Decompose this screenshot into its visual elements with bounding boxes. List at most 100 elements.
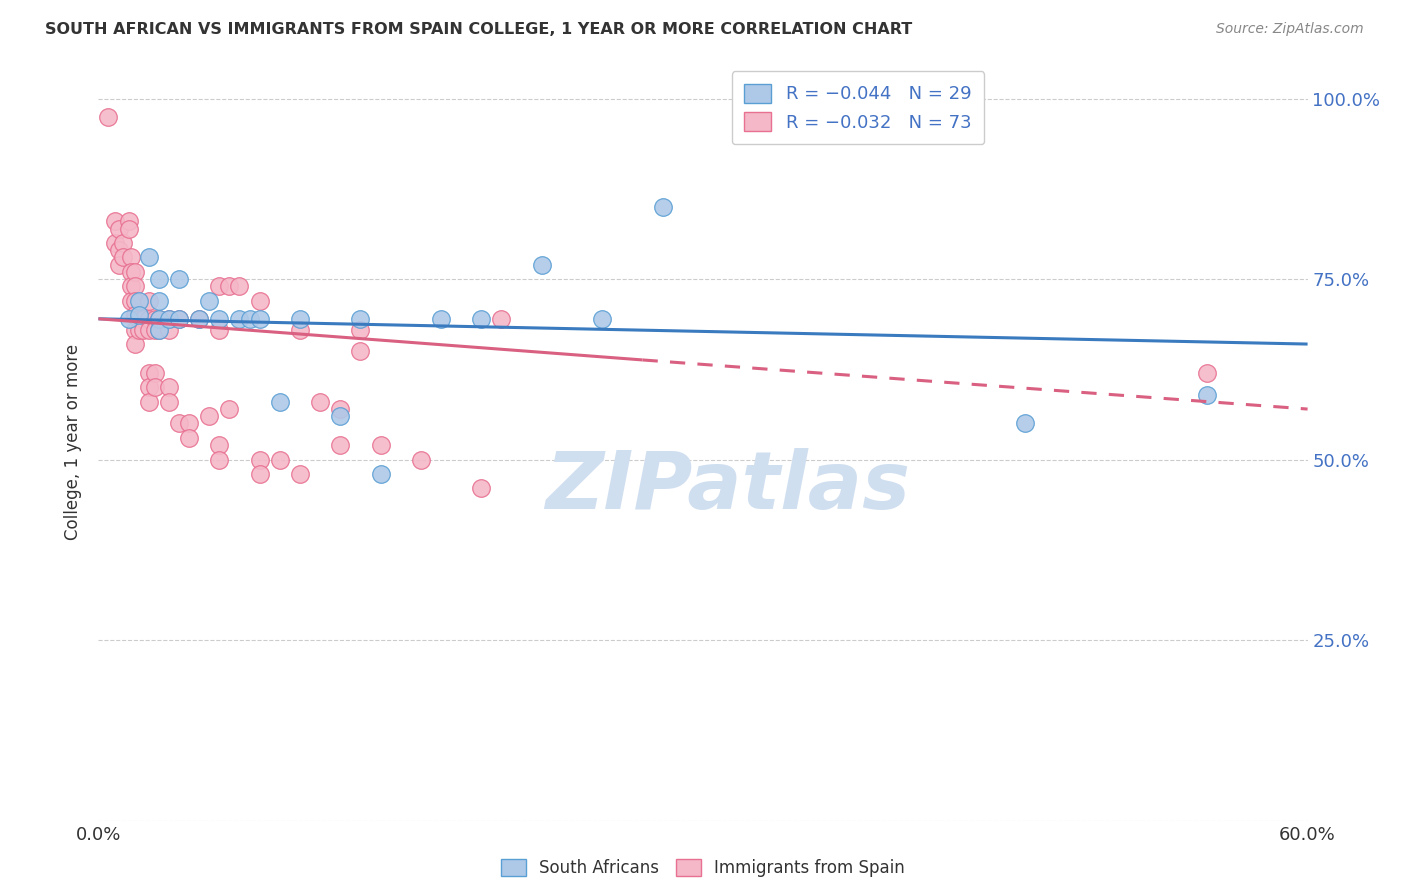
Text: SOUTH AFRICAN VS IMMIGRANTS FROM SPAIN COLLEGE, 1 YEAR OR MORE CORRELATION CHART: SOUTH AFRICAN VS IMMIGRANTS FROM SPAIN C… (45, 22, 912, 37)
Point (124, 279, 146, 293)
Point (530, 258, 553, 272)
Point (157, 394, 180, 409)
Point (124, 293, 146, 308)
Point (1195, 387, 1218, 401)
Text: Source: ZipAtlas.com: Source: ZipAtlas.com (1216, 22, 1364, 37)
Point (752, 110, 775, 124)
Point (157, 311, 180, 326)
Point (198, 293, 221, 308)
Point (138, 311, 160, 326)
Point (208, 279, 231, 293)
Point (651, 200, 673, 214)
Point (249, 311, 271, 326)
Point (470, 311, 492, 326)
Point (124, 308, 146, 322)
Point (124, 337, 146, 351)
Point (370, 467, 392, 481)
Point (167, 417, 190, 431)
Point (138, 380, 160, 394)
Point (179, 431, 201, 445)
Point (218, 402, 240, 417)
Point (349, 323, 371, 337)
Point (288, 311, 311, 326)
Point (138, 251, 160, 265)
Point (491, 311, 513, 326)
Point (249, 293, 271, 308)
Point (143, 323, 166, 337)
Point (167, 311, 190, 326)
Point (138, 323, 160, 337)
Point (120, 265, 142, 279)
Point (208, 311, 231, 326)
Point (124, 265, 146, 279)
Point (143, 366, 166, 380)
Point (118, 214, 141, 228)
Y-axis label: College, 1 year or more: College, 1 year or more (65, 343, 83, 540)
Point (269, 452, 291, 467)
Point (128, 311, 150, 326)
Point (128, 293, 150, 308)
Point (269, 394, 291, 409)
Point (124, 323, 146, 337)
Point (591, 311, 613, 326)
Point (138, 394, 160, 409)
Point (249, 452, 271, 467)
Point (103, 214, 125, 228)
Point (107, 258, 129, 272)
Point (138, 293, 160, 308)
Point (1195, 366, 1218, 380)
Point (148, 272, 170, 286)
Point (148, 323, 170, 337)
Point (143, 380, 166, 394)
Point (329, 438, 352, 452)
Point (132, 323, 155, 337)
Point (143, 311, 166, 326)
Point (157, 311, 180, 326)
Point (893, 110, 915, 124)
Point (97, 110, 120, 124)
Point (329, 409, 352, 424)
Point (167, 272, 190, 286)
Point (118, 311, 141, 326)
Point (138, 366, 160, 380)
Point (239, 311, 262, 326)
Point (107, 243, 129, 257)
Point (218, 279, 240, 293)
Point (409, 452, 432, 467)
Point (157, 380, 180, 394)
Point (148, 293, 170, 308)
Point (128, 308, 150, 322)
Point (103, 235, 125, 250)
Point (120, 293, 142, 308)
Point (208, 323, 231, 337)
Point (249, 467, 271, 481)
Point (188, 311, 211, 326)
Point (288, 323, 311, 337)
Point (111, 251, 134, 265)
Point (288, 467, 311, 481)
Point (111, 235, 134, 250)
Point (148, 311, 170, 326)
Point (148, 323, 170, 337)
Point (157, 323, 180, 337)
Point (208, 438, 231, 452)
Point (167, 311, 190, 326)
Point (118, 221, 141, 235)
Point (188, 311, 211, 326)
Legend: R = −0.044   N = 29, R = −0.032   N = 73: R = −0.044 N = 29, R = −0.032 N = 73 (731, 71, 984, 145)
Point (228, 279, 250, 293)
Point (107, 221, 129, 235)
Point (132, 311, 155, 326)
Point (120, 251, 142, 265)
Point (198, 409, 221, 424)
Point (120, 279, 142, 293)
Legend: South Africans, Immigrants from Spain: South Africans, Immigrants from Spain (495, 852, 911, 884)
Point (470, 482, 492, 496)
Point (1014, 417, 1036, 431)
Point (228, 311, 250, 326)
Point (349, 344, 371, 359)
Point (370, 438, 392, 452)
Point (349, 311, 371, 326)
Point (329, 402, 352, 417)
Point (179, 417, 201, 431)
